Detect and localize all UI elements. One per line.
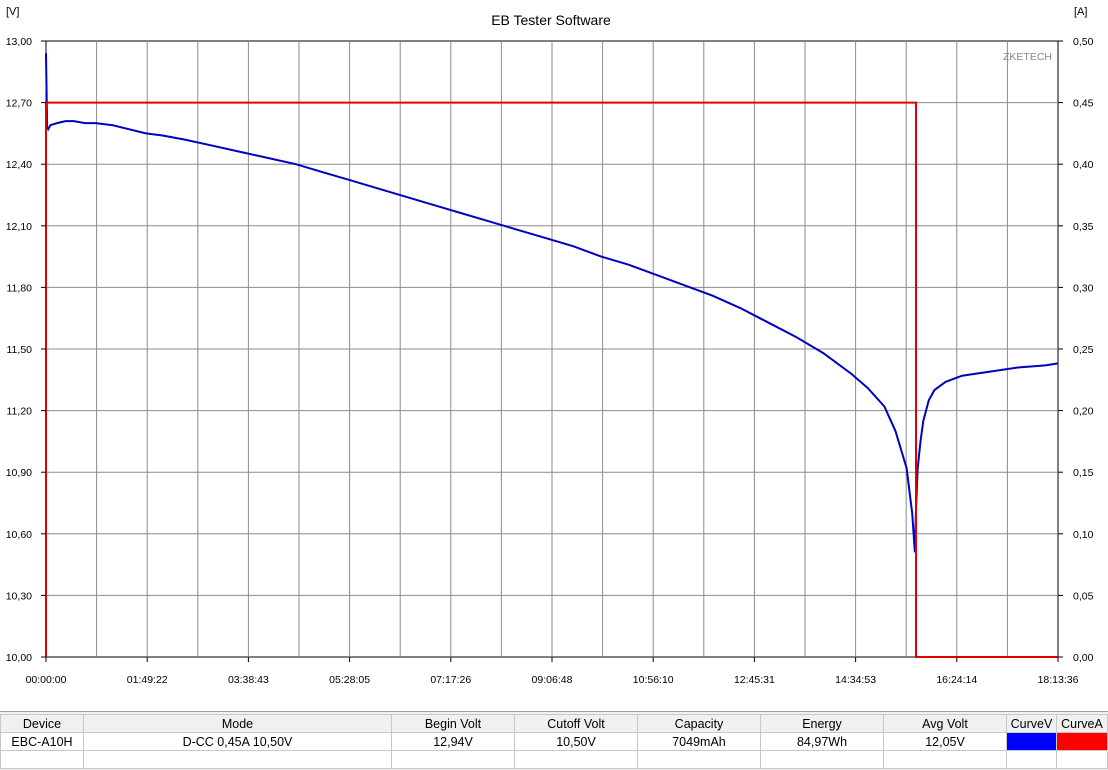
cell-cutoff-volt: 10,50V: [514, 732, 638, 751]
cell-energy: 84,97Wh: [760, 732, 884, 751]
x-tick-label: 18:13:36: [1038, 674, 1079, 686]
header-device[interactable]: Device: [0, 714, 84, 733]
y-left-tick-label: 12,40: [6, 159, 32, 171]
curve-a-color-swatch[interactable]: [1057, 733, 1107, 750]
header-begin-volt[interactable]: Begin Volt: [391, 714, 515, 733]
voltage-series-line: [45, 53, 1059, 553]
x-tick-label: 01:49:22: [127, 674, 168, 686]
y-left-tick-label: 11,80: [7, 282, 33, 294]
empty-cell: [0, 750, 84, 769]
x-tick-label: 05:28:05: [329, 674, 370, 686]
curve-v-color-swatch[interactable]: [1007, 733, 1056, 750]
header-avg-volt[interactable]: Avg Volt: [883, 714, 1007, 733]
y-left-tick-label: 10,00: [6, 652, 32, 664]
empty-cell: [883, 750, 1007, 769]
empty-cell: [1006, 750, 1057, 769]
cell-curve-v[interactable]: [1006, 732, 1057, 751]
left-axis-unit: [V]: [6, 6, 19, 18]
y-right-tick-label: 0,30: [1073, 282, 1094, 294]
x-tick-label: 00:00:00: [26, 674, 67, 686]
info-table-panel: Device Mode Begin Volt Cutoff Volt Capac…: [0, 711, 1108, 770]
cell-mode: D-CC 0,45A 10,50V: [83, 732, 392, 751]
empty-cell: [760, 750, 884, 769]
empty-cell: [1056, 750, 1108, 769]
y-right-tick-label: 0,35: [1073, 221, 1094, 233]
y-left-tick-label: 12,10: [6, 221, 32, 233]
right-axis-unit: [A]: [1074, 6, 1087, 18]
x-tick-label: 12:45:31: [734, 674, 775, 686]
y-right-tick-label: 0,40: [1073, 159, 1094, 171]
y-left-tick-label: 13,00: [6, 36, 32, 48]
header-energy[interactable]: Energy: [760, 714, 884, 733]
cell-avg-volt: 12,05V: [883, 732, 1007, 751]
info-table: Device Mode Begin Volt Cutoff Volt Capac…: [0, 714, 1108, 769]
y-left-tick-label: 12,70: [6, 98, 32, 110]
x-tick-label: 16:24:14: [936, 674, 977, 686]
empty-cell: [391, 750, 515, 769]
y-left-tick-label: 10,90: [6, 467, 32, 479]
header-curve-v[interactable]: CurveV: [1006, 714, 1057, 733]
y-right-tick-label: 0,05: [1073, 590, 1094, 602]
watermark: ZKETECH: [1003, 51, 1052, 63]
y-right-tick-label: 0,10: [1073, 529, 1094, 541]
x-tick-label: 14:34:53: [835, 674, 876, 686]
table-row-empty: [0, 750, 1108, 769]
y-right-tick-label: 0,25: [1073, 344, 1094, 356]
cell-capacity: 7049mAh: [637, 732, 761, 751]
y-right-tick-label: 0,20: [1073, 406, 1094, 418]
axis-labels: 13,00 12,70 12,40 12,10 11,80 11,50 11,20 10,90…: [6, 36, 1094, 686]
cell-device: EBC-A10H: [0, 732, 84, 751]
y-left-tick-label: 10,30: [6, 590, 32, 602]
empty-cell: [514, 750, 638, 769]
table-row[interactable]: EBC-A10H D-CC 0,45A 10,50V 12,94V 10,50V…: [0, 732, 1108, 751]
y-right-tick-label: 0,45: [1073, 98, 1094, 110]
x-tick-label: 07:17:26: [430, 674, 471, 686]
header-mode[interactable]: Mode: [83, 714, 392, 733]
chart-title: EB Tester Software: [491, 12, 611, 28]
grid: [46, 41, 1058, 657]
header-curve-a[interactable]: CurveA: [1056, 714, 1108, 733]
empty-cell: [83, 750, 392, 769]
header-cutoff-volt[interactable]: Cutoff Volt: [514, 714, 638, 733]
y-right-tick-label: 0,00: [1073, 652, 1094, 664]
header-capacity[interactable]: Capacity: [637, 714, 761, 733]
y-left-tick-label: 10,60: [6, 529, 32, 541]
y-right-tick-label: 0,15: [1073, 467, 1094, 479]
cell-begin-volt: 12,94V: [391, 732, 515, 751]
y-right-tick-label: 0,50: [1073, 36, 1094, 48]
table-header-row: Device Mode Begin Volt Cutoff Volt Capac…: [0, 714, 1108, 733]
empty-cell: [637, 750, 761, 769]
y-left-tick-label: 11,20: [7, 406, 33, 418]
chart: EB Tester Software [V] [A] ZKETECH 13,00…: [6, 6, 1094, 686]
x-tick-label: 10:56:10: [633, 674, 674, 686]
cell-curve-a[interactable]: [1056, 732, 1108, 751]
x-tick-label: 03:38:43: [228, 674, 269, 686]
x-tick-label: 09:06:48: [532, 674, 573, 686]
y-left-tick-label: 11,50: [7, 344, 33, 356]
